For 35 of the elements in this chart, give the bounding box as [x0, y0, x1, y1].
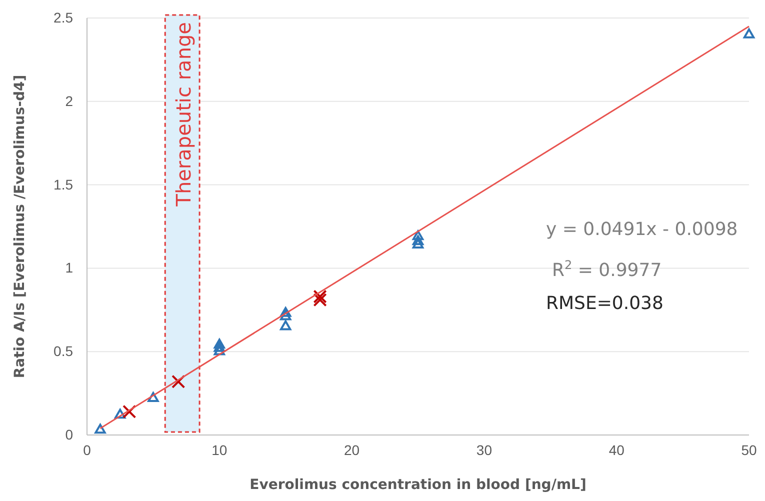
point — [280, 320, 292, 330]
point — [172, 374, 186, 388]
point — [743, 28, 755, 38]
point — [214, 338, 225, 349]
point — [214, 345, 225, 356]
x-tick-label: 0 — [83, 442, 92, 458]
point — [412, 230, 424, 240]
x-tick-label: 40 — [608, 442, 625, 458]
x-axis-title: Everolimus concentration in blood [ng/mL] — [250, 477, 586, 493]
y-tick-label: 1.5 — [54, 176, 74, 192]
y-tick-label: 0 — [65, 426, 74, 442]
point — [280, 306, 292, 317]
point — [313, 293, 327, 307]
point — [114, 408, 126, 419]
x-tick-label: 50 — [741, 442, 757, 458]
point — [148, 392, 159, 402]
y-tick-label: 0.5 — [54, 343, 74, 360]
point — [122, 404, 136, 418]
y-tick-label: 2 — [65, 92, 74, 109]
point — [412, 235, 424, 246]
point — [313, 290, 327, 304]
x-tick-label: 20 — [344, 442, 360, 458]
point — [214, 342, 225, 352]
y-tick-label: 2.5 — [54, 9, 74, 26]
annotation: RMSE=0.038 — [546, 293, 664, 314]
point — [412, 238, 424, 248]
x-tick-label: 30 — [476, 442, 492, 458]
annotation: y = 0.0491x - 0.0098 — [546, 219, 738, 240]
annotation: R$^{2}$ = 0.9977 — [552, 258, 662, 281]
point — [94, 424, 106, 434]
x-tick-label: 10 — [212, 442, 228, 458]
y-tick-label: 1 — [65, 260, 74, 276]
point — [280, 310, 292, 320]
y-axis-title: Ratio A/Is [Everolimus /Everolimus-d4] — [12, 74, 28, 378]
band-label: Therapeutic range — [171, 22, 196, 208]
